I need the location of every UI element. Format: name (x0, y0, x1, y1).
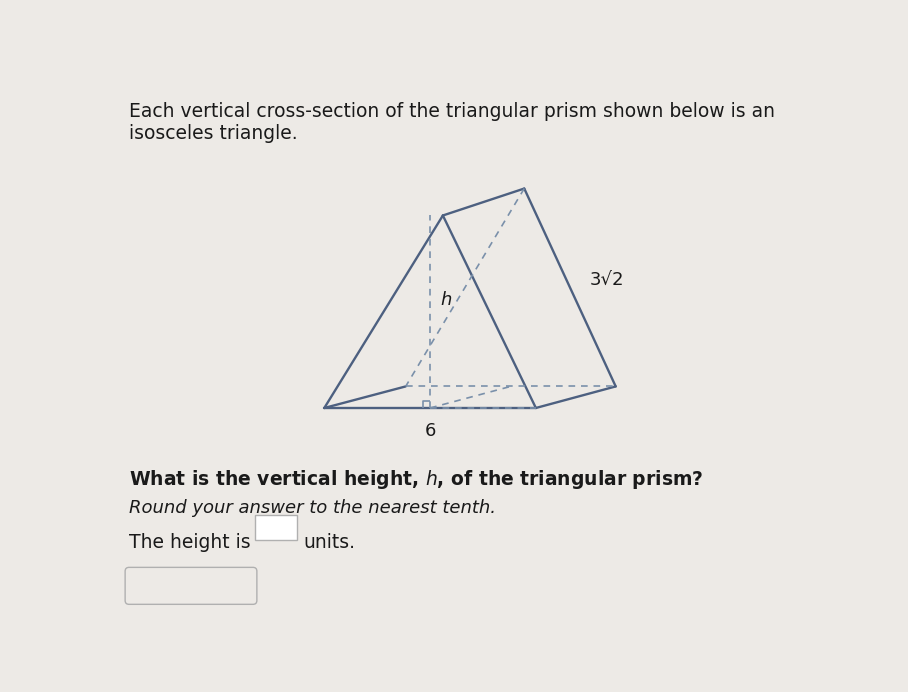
Text: h: h (440, 291, 451, 309)
Text: Round your answer to the nearest tenth.: Round your answer to the nearest tenth. (129, 499, 496, 517)
Text: 6: 6 (424, 422, 436, 440)
Text: Each vertical cross-section of the triangular prism shown below is an
isosceles : Each vertical cross-section of the trian… (129, 102, 775, 143)
Text: units.: units. (303, 533, 355, 552)
Text: What is the vertical height, $\mathit{h}$, of the triangular prism?: What is the vertical height, $\mathit{h}… (129, 468, 704, 491)
FancyBboxPatch shape (255, 515, 297, 540)
FancyBboxPatch shape (125, 567, 257, 604)
Text: The height is: The height is (129, 533, 251, 552)
Text: 3√2: 3√2 (589, 271, 624, 289)
